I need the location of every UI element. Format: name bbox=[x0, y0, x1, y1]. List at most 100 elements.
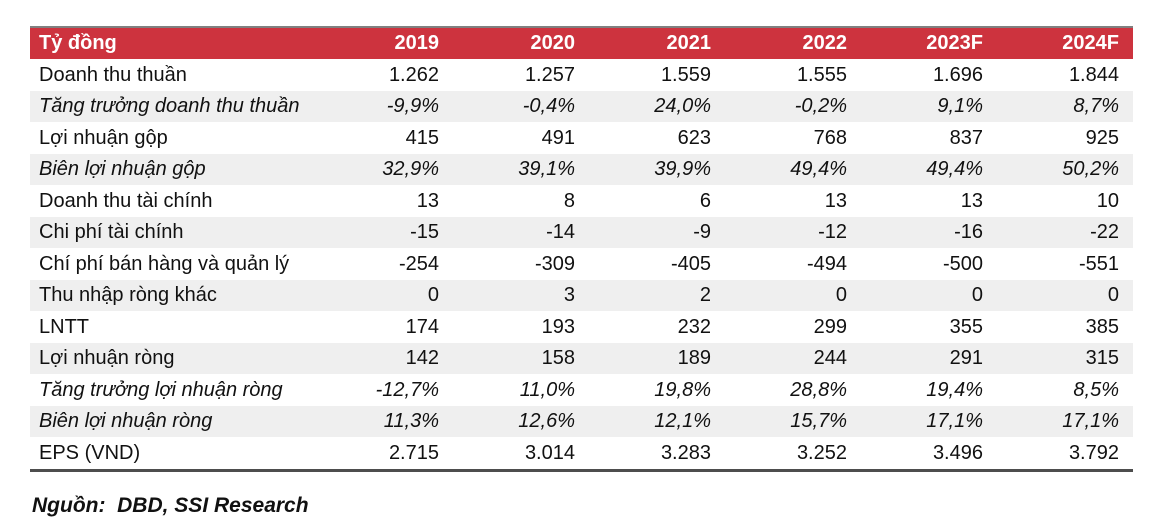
cell-value: 49,4% bbox=[926, 158, 983, 181]
table-row: Chi phí tài chính -15 -14 -9 -12 -16 -22 bbox=[30, 216, 1133, 248]
source-note: Nguồn: DBD, SSI Research bbox=[32, 494, 309, 517]
row-label: Biên lợi nhuận ròng bbox=[39, 410, 213, 433]
cell-value: 415 bbox=[405, 126, 439, 149]
cell-value: 1.262 bbox=[388, 63, 439, 86]
cell-value: 39,1% bbox=[518, 158, 575, 181]
cell-value: 355 bbox=[949, 315, 983, 338]
table-row: Lợi nhuận gộp 415 491 623 768 837 925 bbox=[30, 122, 1133, 154]
cell-value: 174 bbox=[405, 315, 439, 338]
year-column-header: 2021 bbox=[589, 27, 725, 59]
financial-table: Tỷ đồng 2019 2020 2021 2022 2023F 2024F Doanh… bbox=[30, 26, 1133, 472]
cell-value: 10 bbox=[1096, 189, 1119, 212]
cell-value: 11,3% bbox=[383, 410, 439, 433]
cell-value: 17,1% bbox=[926, 410, 983, 433]
cell-value: 1.559 bbox=[660, 63, 711, 86]
cell-value: 0 bbox=[971, 284, 983, 307]
cell-value: 3.252 bbox=[796, 441, 847, 464]
year-column-header: 2019 bbox=[317, 27, 453, 59]
table-row: Thu nhập ròng khác 0 3 2 0 0 0 bbox=[30, 279, 1133, 311]
cell-value: 315 bbox=[1085, 347, 1119, 370]
table-row: Chí phí bán hàng và quản lý -254 -309 -405 -… bbox=[30, 248, 1133, 280]
cell-value: 925 bbox=[1085, 126, 1119, 149]
cell-value: 32,9% bbox=[382, 158, 439, 181]
cell-value: -12,7% bbox=[375, 378, 439, 401]
table-header-row: Tỷ đồng 2019 2020 2021 2022 2023F 2024F bbox=[30, 27, 1133, 59]
cell-value: 0 bbox=[835, 284, 847, 307]
cell-value: 19,4% bbox=[926, 378, 983, 401]
row-label: Thu nhập ròng khác bbox=[39, 284, 217, 307]
cell-value: -12 bbox=[818, 221, 847, 244]
year-column-header: 2022 bbox=[725, 27, 861, 59]
cell-value: 837 bbox=[949, 126, 983, 149]
table-row: Biên lợi nhuận gộp 32,9% 39,1% 39,9% 49,4% 49… bbox=[30, 153, 1133, 185]
cell-value: 232 bbox=[677, 315, 711, 338]
cell-value: 19,8% bbox=[654, 378, 711, 401]
year-column-header: 2024F bbox=[997, 27, 1133, 59]
year-column-header: 2020 bbox=[453, 27, 589, 59]
cell-value: -254 bbox=[398, 252, 439, 275]
cell-value: -0,2% bbox=[794, 95, 847, 118]
cell-value: 158 bbox=[541, 347, 575, 370]
cell-value: 1.696 bbox=[932, 63, 983, 86]
cell-value: 13 bbox=[416, 189, 439, 212]
cell-value: 28,8% bbox=[790, 378, 847, 401]
cell-value: 385 bbox=[1085, 315, 1119, 338]
row-label: Biên lợi nhuận gộp bbox=[39, 158, 206, 181]
row-label: Tăng trưởng doanh thu thuần bbox=[39, 95, 300, 118]
table-row: Tăng trưởng lợi nhuận ròng -12,7% 11,0% 19,… bbox=[30, 374, 1133, 406]
row-label: Tăng trưởng lợi nhuận ròng bbox=[39, 378, 283, 401]
cell-value: 8 bbox=[563, 189, 575, 212]
cell-value: 39,9% bbox=[654, 158, 711, 181]
row-label: LNTT bbox=[39, 315, 89, 338]
cell-value: 13 bbox=[960, 189, 983, 212]
cell-value: 12,6% bbox=[518, 410, 575, 433]
year-column-header: 2023F bbox=[861, 27, 997, 59]
financial-summary-table-wrap: Tỷ đồng 2019 2020 2021 2022 2023F 2024F Doanh… bbox=[30, 26, 1133, 472]
cell-value: -309 bbox=[534, 252, 575, 275]
cell-value: 11,0% bbox=[519, 378, 575, 401]
cell-value: 8,5% bbox=[1073, 378, 1119, 401]
cell-value: -494 bbox=[806, 252, 847, 275]
row-label: EPS (VND) bbox=[39, 441, 141, 464]
cell-value: 142 bbox=[405, 347, 439, 370]
cell-value: 291 bbox=[949, 347, 983, 370]
cell-value: 17,1% bbox=[1062, 410, 1119, 433]
cell-value: 24,0% bbox=[654, 95, 711, 118]
cell-value: 50,2% bbox=[1062, 158, 1119, 181]
table-body: Doanh thu thuần 1.262 1.257 1.559 1.555 1.696… bbox=[30, 59, 1133, 470]
cell-value: 6 bbox=[699, 189, 711, 212]
cell-value: 1.257 bbox=[524, 63, 575, 86]
table-row: Doanh thu tài chính 13 8 6 13 13 10 bbox=[30, 185, 1133, 217]
table-row: Doanh thu thuần 1.262 1.257 1.559 1.555 1.696… bbox=[30, 59, 1133, 91]
row-label: Chi phí tài chính bbox=[39, 221, 184, 244]
row-label: Lợi nhuận ròng bbox=[39, 347, 175, 370]
cell-value: 49,4% bbox=[790, 158, 847, 181]
cell-value: 244 bbox=[813, 347, 847, 370]
cell-value: 0 bbox=[427, 284, 439, 307]
cell-value: 15,7% bbox=[790, 410, 847, 433]
unit-header-cell: Tỷ đồng bbox=[30, 27, 317, 59]
cell-value: 12,1% bbox=[654, 410, 711, 433]
cell-value: 2.715 bbox=[388, 441, 439, 464]
cell-value: -405 bbox=[670, 252, 711, 275]
row-label: Doanh thu thuần bbox=[39, 63, 187, 86]
row-label: Lợi nhuận gộp bbox=[39, 126, 168, 149]
table-row: Lợi nhuận ròng 142 158 189 244 291 315 bbox=[30, 342, 1133, 374]
cell-value: -0,4% bbox=[522, 95, 575, 118]
cell-value: -15 bbox=[410, 221, 439, 244]
cell-value: 189 bbox=[677, 347, 711, 370]
cell-value: 623 bbox=[677, 126, 711, 149]
cell-value: 13 bbox=[824, 189, 847, 212]
cell-value: 193 bbox=[541, 315, 575, 338]
cell-value: 3 bbox=[563, 284, 575, 307]
cell-value: 768 bbox=[813, 126, 847, 149]
cell-value: 3.792 bbox=[1068, 441, 1119, 464]
cell-value: -9 bbox=[693, 221, 711, 244]
row-label: Chí phí bán hàng và quản lý bbox=[39, 252, 290, 275]
cell-value: 0 bbox=[1107, 284, 1119, 307]
table-row: Biên lợi nhuận ròng 11,3% 12,6% 12,1% 15,7% 1… bbox=[30, 405, 1133, 437]
cell-value: -551 bbox=[1078, 252, 1119, 275]
cell-value: 3.496 bbox=[932, 441, 983, 464]
table-row: LNTT 174 193 232 299 355 385 bbox=[30, 311, 1133, 343]
cell-value: -500 bbox=[942, 252, 983, 275]
